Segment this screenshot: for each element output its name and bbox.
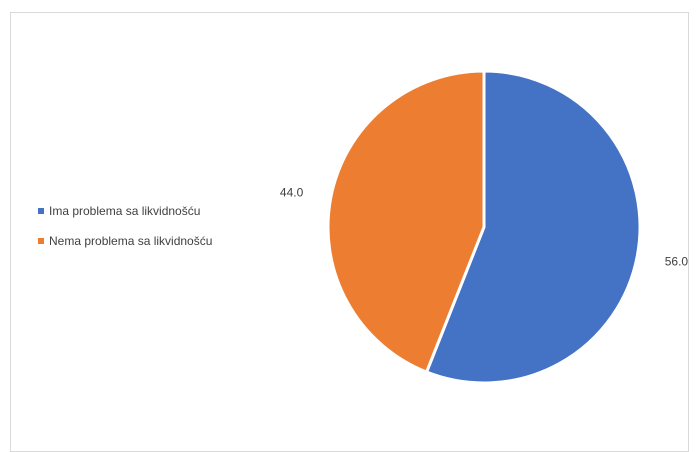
data-label-nema-problema: 44.0 <box>280 186 304 200</box>
data-label-ima-problema: 56.0 <box>665 254 689 268</box>
pie-slices <box>326 69 642 385</box>
legend-item-ima-problema: Ima problema sa likvidnošću <box>38 200 298 222</box>
pie-chart: 56.0 44.0 <box>280 69 689 385</box>
legend-swatch-ima-problema <box>38 208 44 214</box>
chart-legend: Ima problema sa likvidnošću Nema problem… <box>38 200 298 260</box>
legend-label-ima-problema: Ima problema sa likvidnošću <box>49 204 201 218</box>
legend-swatch-nema-problema <box>38 238 44 244</box>
pie-slice-ima-problema <box>424 69 642 385</box>
pie-slice-nema-problema <box>326 69 486 374</box>
legend-item-nema-problema: Nema problema sa likvidnošću <box>38 230 298 252</box>
legend-label-nema-problema: Nema problema sa likvidnošću <box>49 234 213 248</box>
